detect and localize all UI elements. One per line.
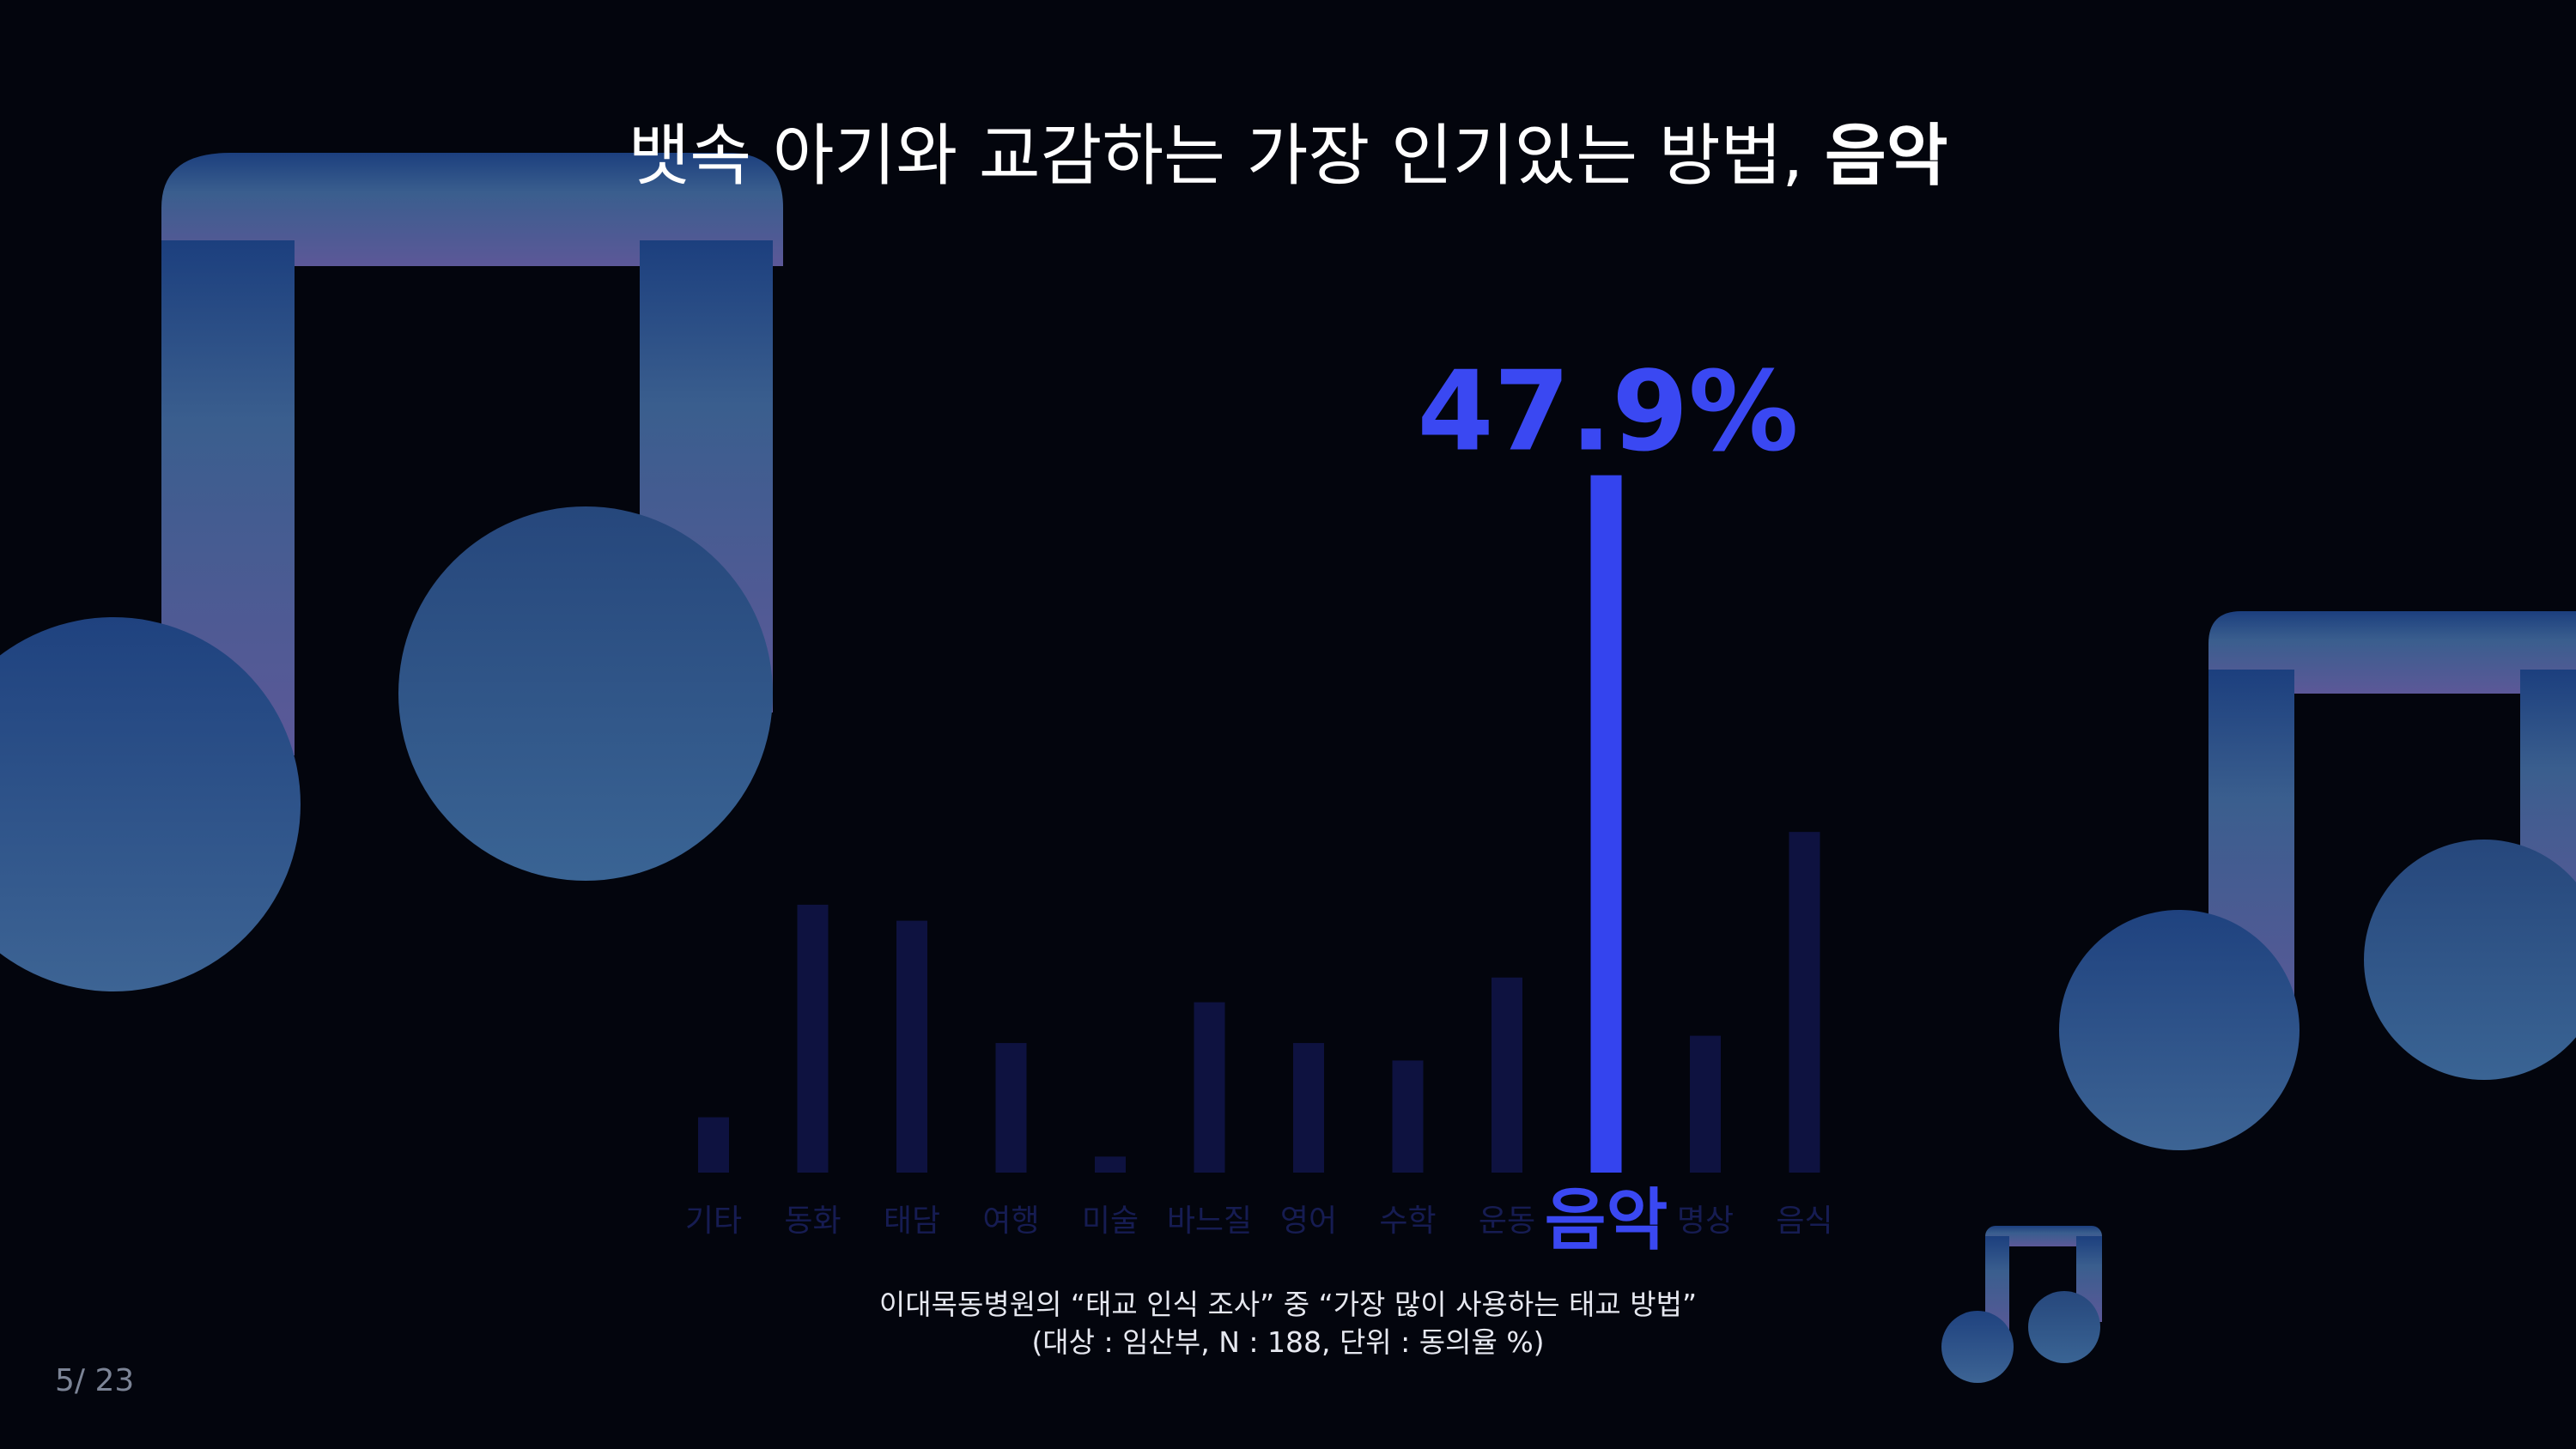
category-label-음식: 음식	[1776, 1203, 1832, 1239]
category-label-수학: 수학	[1379, 1203, 1436, 1239]
bar-수학	[1393, 1060, 1424, 1173]
bar-운동	[1492, 978, 1522, 1173]
category-label-명상: 명상	[1677, 1203, 1734, 1239]
bar-여행	[996, 1043, 1027, 1173]
bar-동화	[798, 905, 829, 1173]
category-label-운동: 운동	[1479, 1203, 1535, 1239]
category-label-영어: 영어	[1280, 1203, 1337, 1239]
category-label-미술: 미술	[1082, 1203, 1139, 1239]
bar-음식	[1789, 832, 1820, 1173]
category-label-태담: 태담	[884, 1203, 940, 1239]
highlight-value-label: 47.9%	[1417, 349, 1798, 476]
category-label-기타: 기타	[685, 1203, 742, 1239]
bar-바느질	[1194, 1003, 1225, 1173]
bar-음악	[1591, 476, 1622, 1173]
bar-기타	[698, 1118, 729, 1173]
caption-detail: (대상 : 임산부, N : 188, 단위 : 동의율 %)	[0, 1324, 2576, 1361]
bar-명상	[1690, 1036, 1721, 1173]
category-label-여행: 여행	[982, 1203, 1039, 1239]
category-label-바느질: 바느질	[1167, 1203, 1252, 1239]
chart-caption: 이대목동병원의 “태교 인식 조사” 중 “가장 많이 사용하는 태교 방법” …	[0, 1286, 2576, 1361]
bar-영어	[1293, 1043, 1324, 1173]
category-label-동화: 동화	[784, 1203, 841, 1239]
page-number: 5/ 23	[55, 1363, 134, 1398]
category-label-음악: 음악	[1545, 1182, 1668, 1259]
bar-태담	[896, 921, 927, 1173]
caption-source: 이대목동병원의 “태교 인식 조사” 중 “가장 많이 사용하는 태교 방법”	[0, 1286, 2576, 1324]
bar-미술	[1095, 1156, 1126, 1173]
